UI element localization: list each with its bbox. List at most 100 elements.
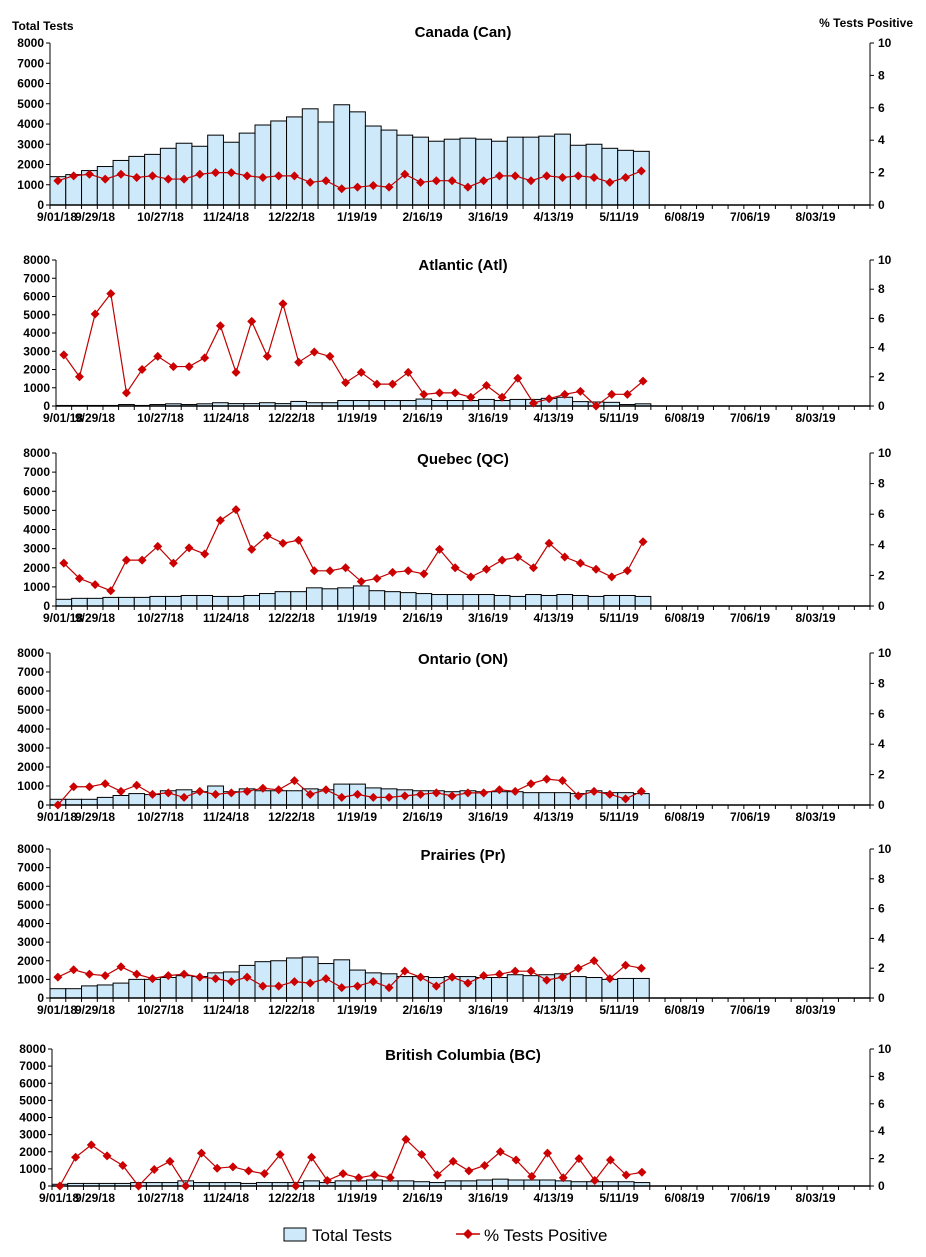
pct-positive-marker: [432, 1170, 442, 1180]
bar: [128, 793, 146, 806]
pct-positive-marker: [215, 321, 225, 331]
right-tick-label: 4: [878, 737, 885, 751]
bar: [509, 398, 527, 407]
pct-positive-marker: [116, 169, 126, 179]
right-tick-label: 0: [878, 198, 885, 212]
left-tick-label: 1000: [23, 580, 50, 594]
bar: [196, 594, 214, 607]
bar: [305, 587, 323, 607]
bar: [396, 976, 414, 999]
x-tick-label: 8/03/19: [795, 1191, 835, 1205]
x-tick-label: 8/03/19: [795, 611, 835, 625]
bar: [522, 975, 540, 999]
x-tick-label: 5/11/19: [599, 411, 639, 425]
left-tick-label: 2000: [17, 954, 44, 968]
left-tick-label: 2000: [17, 760, 44, 774]
right-tick-label: 4: [878, 931, 885, 945]
pct-positive-marker: [560, 552, 570, 562]
pct-positive-marker: [480, 1160, 490, 1170]
pct-positive-marker: [401, 1134, 411, 1144]
pct-positive-marker: [622, 389, 632, 399]
bar: [522, 792, 540, 806]
pct-positive-marker: [479, 971, 489, 981]
pct-positive-marker: [605, 789, 615, 799]
bar: [431, 400, 448, 407]
pct-positive-marker: [309, 566, 319, 576]
left-tick-label: 6000: [17, 684, 44, 698]
bar: [446, 594, 464, 607]
right-tick-label: 8: [878, 68, 885, 82]
right-tick-label: 6: [878, 101, 885, 115]
bar: [254, 961, 272, 999]
bar: [556, 594, 574, 607]
bar: [397, 1180, 415, 1187]
pct-positive-marker: [200, 353, 210, 363]
pct-positive-marker: [100, 779, 110, 789]
x-tick-label: 9/29/18: [75, 810, 115, 824]
left-tick-label: 7000: [17, 56, 44, 70]
pct-positive-marker: [368, 792, 378, 802]
pct-positive-marker: [353, 789, 362, 799]
pct-positive-marker: [511, 1155, 521, 1165]
pct-positive-marker: [226, 168, 236, 178]
pct-positive-marker: [179, 792, 189, 802]
pct-positive-marker: [637, 1167, 647, 1177]
left-tick-label: 4000: [17, 722, 44, 736]
x-tick-label: 6/08/19: [664, 411, 704, 425]
right-tick-label: 6: [878, 311, 885, 325]
right-tick-label: 10: [878, 842, 892, 856]
bar: [538, 135, 556, 206]
right-tick-label: 4: [878, 341, 885, 355]
x-tick-label: 10/27/18: [137, 411, 184, 425]
pct-positive-marker: [106, 289, 116, 299]
x-tick-label: 2/16/19: [402, 810, 442, 824]
bar: [368, 590, 386, 607]
bar: [572, 594, 589, 607]
left-tick-label: 6000: [17, 879, 44, 893]
pct-positive-marker: [368, 977, 378, 987]
bar: [478, 398, 495, 407]
x-tick-label: 9/29/18: [75, 210, 115, 224]
bar: [587, 595, 605, 607]
x-tick-label: 12/22/18: [268, 1003, 315, 1017]
pct-positive-marker: [321, 176, 331, 186]
left-tick-label: 6000: [19, 1076, 46, 1090]
pct-positive-marker: [84, 782, 94, 792]
pct-positive-marker: [195, 972, 205, 982]
pct-positive-marker: [464, 1166, 474, 1176]
x-tick-label: 9/29/18: [75, 611, 115, 625]
x-tick-label: 5/11/19: [599, 810, 639, 824]
pct-positive-marker: [309, 347, 319, 357]
pct-positive-marker: [231, 367, 241, 377]
pct-positive-marker: [289, 776, 299, 786]
panel-title: Canada (Can): [415, 24, 512, 41]
pct-positive-marker: [435, 544, 445, 554]
bar: [96, 166, 114, 206]
x-tick-label: 1/19/19: [337, 411, 377, 425]
pct-positive-marker: [542, 171, 552, 181]
bar: [212, 595, 229, 607]
pct-positive-marker: [231, 505, 241, 515]
pct-positive-marker: [337, 983, 347, 993]
pct-positive-marker: [338, 1169, 348, 1179]
pct-positive-marker: [589, 786, 599, 796]
pct-positive-marker: [400, 169, 410, 179]
bar: [270, 120, 288, 206]
pct-positive-marker: [137, 365, 147, 374]
bar: [254, 124, 272, 206]
bar: [337, 587, 354, 607]
bar: [569, 976, 587, 999]
panel-3: Ontario (ON) 0 1000 2000 3000 4000 5000 6000 700…: [17, 646, 891, 824]
pct-positive-marker: [466, 392, 476, 402]
pct-positive-marker: [494, 969, 504, 979]
pct-positive-marker: [621, 172, 631, 182]
bar: [238, 132, 256, 206]
pct-positive-marker: [494, 785, 504, 795]
pct-positive-marker: [544, 394, 554, 404]
bar: [149, 595, 167, 607]
left-tick-label: 2000: [23, 561, 50, 575]
pct-positive-marker: [450, 563, 460, 573]
left-tick-label: 1000: [23, 381, 50, 395]
pct-positive-marker: [278, 538, 288, 548]
pct-positive-marker: [400, 791, 410, 801]
